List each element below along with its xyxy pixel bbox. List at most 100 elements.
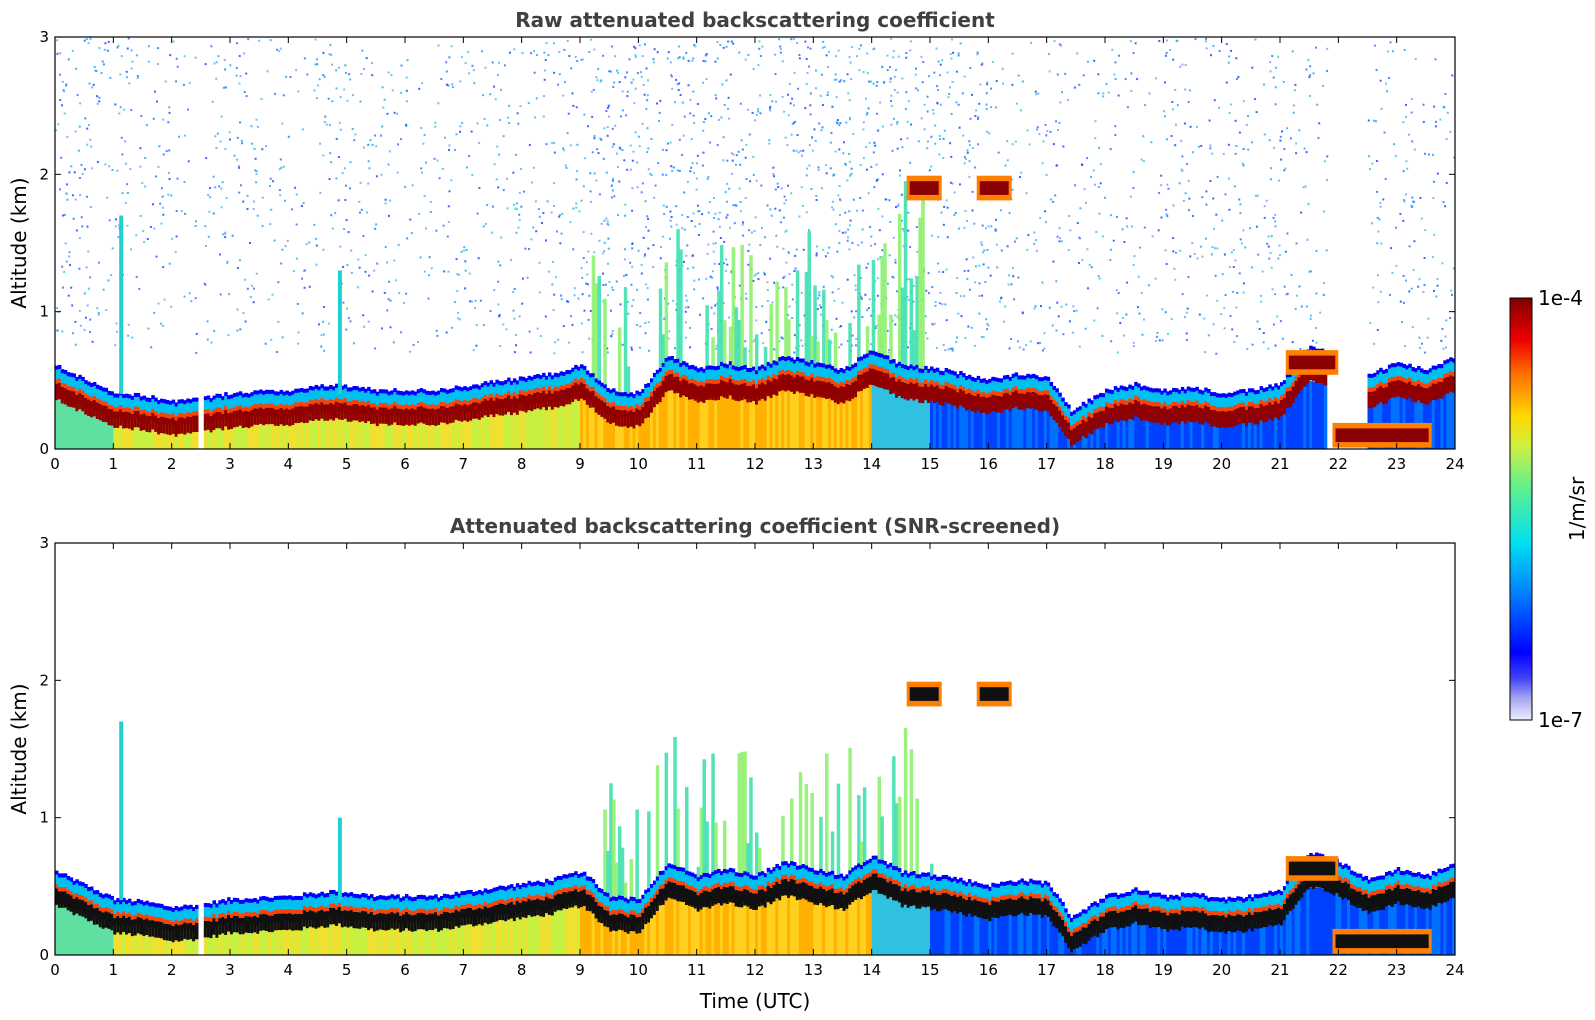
strong-layer-cell [1037,395,1042,412]
noise-dot [1006,159,1009,162]
aerosol-cell [1032,403,1036,449]
transition-cell [941,375,946,390]
strong-layer-cell [577,384,581,401]
noise-dot [1167,187,1170,190]
noise-dot [1039,216,1042,219]
noise-dot [1058,43,1061,46]
noise-dot [797,87,800,90]
noise-dot [323,121,326,123]
noise-dot [894,258,897,261]
noise-dot [575,106,578,109]
noise-dot [1271,288,1274,291]
noise-dot [942,137,945,140]
noise-dot [683,115,686,118]
noise-dot [389,199,392,202]
noise-dot [593,137,596,140]
strong-layer-cell [932,386,937,404]
noise-dot [660,246,662,248]
noise-dot [741,223,744,226]
aerosol-cell [90,410,94,449]
noise-dot [603,127,606,130]
noise-dot [348,73,350,76]
aerosol-cell [92,409,97,449]
noise-dot [1017,74,1020,77]
noise-dot [222,233,224,236]
edge-cell [594,378,599,383]
strong-layer-cell [533,392,537,410]
noise-dot [1451,74,1454,77]
noise-dot [473,82,476,85]
noise-dot [155,175,158,178]
noise-dot [671,170,674,172]
layer-rim-cell [1233,405,1237,410]
layer-rim-cell [956,388,960,393]
noise-dot [434,121,437,124]
noise-dot [450,45,453,48]
noise-dot [459,125,462,128]
transition-cell [276,395,281,410]
noise-dot [224,86,227,89]
noise-dot [907,211,910,214]
edge-cell [230,394,234,399]
strong-layer-cell [413,409,418,426]
strong-layer-cell [953,389,957,406]
strong-layer-cell [862,372,867,389]
layer-rim-cell [632,407,636,412]
aerosol-cell [644,411,648,449]
noise-dot [338,121,341,124]
edge-cell [1064,402,1068,407]
aerosol-cell [1125,413,1129,449]
layer-rim-cell [1192,401,1196,406]
noise-dot [515,231,518,234]
layer-rim-cell [305,402,310,407]
noise-dot [1383,131,1386,134]
noise-dot [690,166,693,169]
noise-dot [1275,66,1278,69]
noise-dot [252,200,255,203]
edge-cell [1221,393,1226,398]
layer-rim-cell [311,400,316,405]
edge-cell [133,392,138,397]
transition-cell [440,392,444,406]
noise-dot [243,91,246,93]
strong-layer-cell [122,412,126,429]
noise-dot [1056,301,1059,304]
noise-dot [1424,152,1426,155]
noise-dot [1021,80,1024,83]
edge-cell [1145,386,1150,391]
noise-dot [747,249,750,252]
aerosol-cell [696,398,701,449]
noise-dot [1160,216,1163,219]
noise-dot [486,124,489,127]
noise-dot [1274,293,1277,296]
transition-cell [638,396,642,410]
noise-dot [1123,241,1126,243]
strong-layer-cell [1011,391,1016,409]
noise-dot [1270,266,1273,269]
aerosol-cell [693,397,698,449]
noise-dot [630,81,633,84]
edge-cell [991,376,995,381]
noise-dot [484,222,487,225]
noise-dot [238,191,241,194]
aerosol-cell [60,399,65,449]
layer-rim-cell [90,396,94,401]
strong-layer-cell [1245,409,1249,427]
edge-cell [562,372,566,377]
layer-rim-cell [1230,406,1234,411]
noise-dot [776,245,779,248]
noise-dot [670,165,673,168]
strong-layer-cell [224,409,228,427]
edge-cell [906,366,911,371]
layer-rim-cell [495,393,499,398]
noise-dot [1048,306,1051,309]
noise-dot [645,283,648,286]
noise-dot [727,40,730,43]
noise-dot [966,220,968,222]
noise-dot [1427,153,1430,156]
strong-layer-cell [1026,391,1030,409]
noise-dot [116,169,119,172]
edge-cell [746,368,750,373]
noise-dot [409,218,412,221]
noise-dot [638,44,641,47]
